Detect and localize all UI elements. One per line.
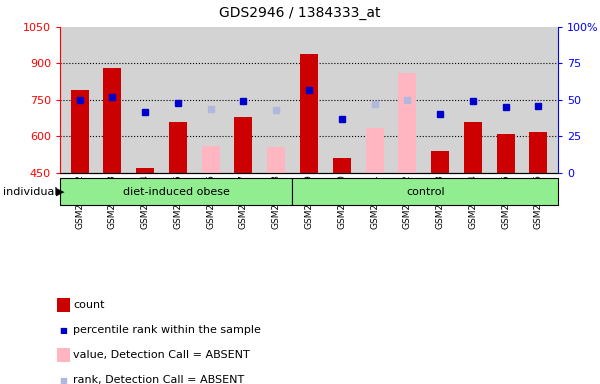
Bar xyxy=(202,146,220,173)
Bar xyxy=(431,151,449,173)
Text: ■: ■ xyxy=(59,376,68,384)
Bar xyxy=(267,147,285,173)
Bar xyxy=(398,73,416,173)
Text: GDS2946 / 1384333_at: GDS2946 / 1384333_at xyxy=(219,6,381,20)
Text: ■: ■ xyxy=(59,326,68,335)
Bar xyxy=(235,117,253,173)
Text: percentile rank within the sample: percentile rank within the sample xyxy=(73,325,261,335)
Bar xyxy=(71,90,89,173)
Text: rank, Detection Call = ABSENT: rank, Detection Call = ABSENT xyxy=(73,375,244,384)
Bar xyxy=(103,68,121,173)
Text: value, Detection Call = ABSENT: value, Detection Call = ABSENT xyxy=(73,350,250,360)
Bar xyxy=(365,128,383,173)
Bar xyxy=(60,178,292,205)
Bar xyxy=(333,158,351,173)
Bar xyxy=(300,54,318,173)
Bar xyxy=(497,134,515,173)
Text: diet-induced obese: diet-induced obese xyxy=(123,187,230,197)
Text: control: control xyxy=(406,187,445,197)
Text: individual: individual xyxy=(3,187,58,197)
Bar xyxy=(136,168,154,173)
Bar xyxy=(464,122,482,173)
Text: count: count xyxy=(73,300,105,310)
Text: ▶: ▶ xyxy=(56,187,65,197)
Bar xyxy=(529,132,547,173)
Bar xyxy=(169,122,187,173)
Bar xyxy=(292,178,558,205)
